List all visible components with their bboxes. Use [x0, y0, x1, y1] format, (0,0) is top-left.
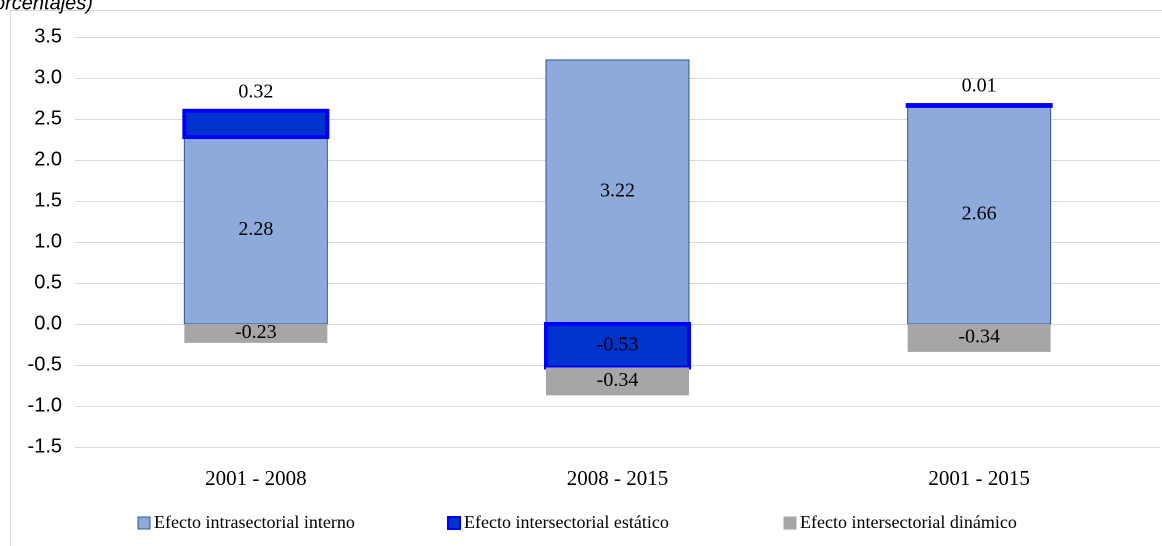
data-label: -0.34 — [958, 326, 1000, 348]
x-tick-label: 2001 - 2015 — [928, 466, 1030, 490]
y-tick-label: -1.5 — [28, 435, 62, 457]
chart-frame — [10, 10, 1162, 546]
legend-label: Efecto intersectorial estático — [464, 512, 669, 532]
data-label: 0.32 — [238, 80, 273, 102]
legend-swatch — [447, 516, 461, 530]
y-tick-label: 2.5 — [34, 107, 62, 129]
y-tick-label: 1.5 — [34, 189, 62, 211]
y-tick-label: -1.0 — [28, 394, 62, 416]
legend-label: Efecto intersectorial dinámico — [800, 512, 1017, 532]
data-label: -0.53 — [597, 333, 639, 355]
legend-label: Efecto intrasectorial interno — [154, 512, 355, 532]
y-tick-label: 0.0 — [34, 312, 62, 334]
y-tick-label: 0.5 — [34, 271, 62, 293]
y-tick-label: 1.0 — [34, 230, 62, 252]
x-tick-label: 2008 - 2015 — [567, 466, 669, 490]
data-label: 3.22 — [600, 180, 635, 202]
data-label: -0.34 — [597, 369, 639, 391]
data-label: 2.28 — [238, 218, 273, 240]
bar-segment — [907, 324, 1051, 352]
bar-segment — [183, 136, 328, 325]
data-label: 0.01 — [962, 75, 997, 97]
data-label: 2.66 — [962, 203, 997, 225]
y-tick-label: 3.0 — [34, 66, 62, 88]
legend-swatch — [783, 516, 797, 530]
chart-title: orcentajes) — [0, 0, 93, 14]
bar-segment — [905, 103, 1053, 108]
bar-segment — [182, 108, 330, 140]
y-tick-label: 3.5 — [34, 25, 62, 47]
y-tick-label: -0.5 — [28, 353, 62, 375]
bar-segment — [546, 367, 689, 396]
data-label: -0.23 — [235, 321, 277, 343]
bar-segment — [184, 324, 328, 343]
y-tick-label: 2.0 — [34, 148, 62, 170]
legend-swatch — [137, 516, 151, 530]
x-tick-label: 2001 - 2008 — [205, 466, 307, 490]
bar-segment — [907, 105, 1052, 325]
